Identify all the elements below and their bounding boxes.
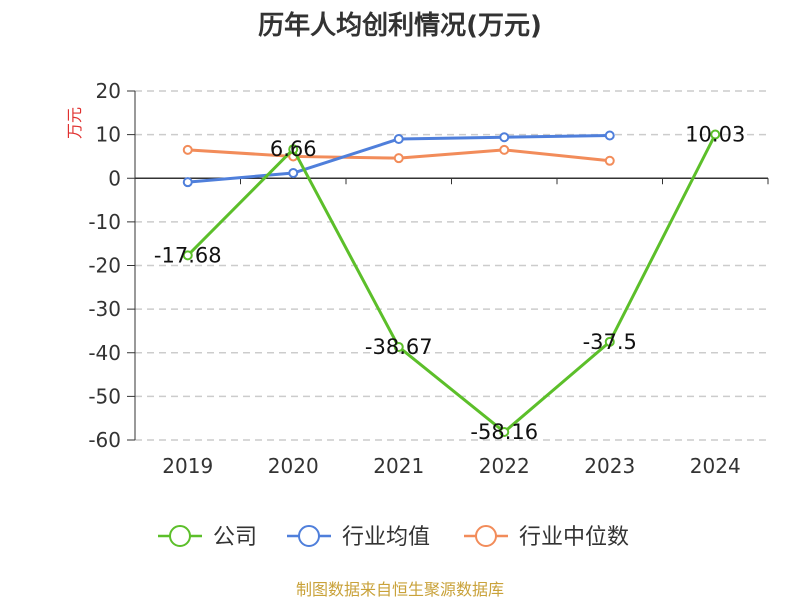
x-tick-label: 2024 (690, 454, 741, 478)
data-point (604, 336, 615, 347)
data-point (393, 341, 404, 352)
gridlines (135, 90, 768, 441)
legend-marker (475, 525, 497, 547)
data-point (393, 153, 404, 164)
data-point (182, 250, 193, 261)
y-tick-labels: 20 10 0 -10 -20 -30 -40 -50 -60 (88, 79, 121, 452)
source-note: 制图数据来自恒生聚源数据库 (296, 580, 504, 599)
y-tick-label: -50 (88, 384, 121, 408)
data-point (499, 144, 510, 155)
data-point (710, 129, 721, 140)
data-label: -38.67 (365, 335, 433, 359)
x-tick-label: 2022 (479, 454, 530, 478)
data-label: 10.03 (685, 122, 745, 146)
legend-marker (169, 525, 191, 547)
y-tick-label: 0 (108, 166, 121, 190)
y-tick-label: -40 (88, 341, 121, 365)
data-point (182, 144, 193, 155)
x-tick-label: 2019 (162, 454, 213, 478)
legend-item[interactable]: 行业中位数 (464, 525, 629, 550)
data-point (288, 168, 299, 179)
data-point (393, 133, 404, 144)
data-point (182, 177, 193, 188)
data-point (288, 144, 299, 155)
legend: 公司 行业均值 行业中位数 (158, 525, 629, 550)
legend-label: 行业均值 (342, 525, 430, 550)
y-tick-label: 10 (96, 123, 121, 147)
data-point (499, 132, 510, 143)
x-tick-label: 2023 (584, 454, 635, 478)
y-tick-label: 20 (96, 79, 121, 103)
data-label: -17.68 (154, 243, 222, 267)
legend-marker (298, 525, 320, 547)
data-labels: -17.68 6.66 -38.67 -58.16 -37.5 10.03 (154, 122, 745, 443)
data-label: -58.16 (470, 420, 538, 444)
series-lines (182, 129, 721, 437)
chart-title: 历年人均创利情况(万元) (258, 10, 542, 41)
y-axis-label: 万元 (65, 107, 84, 139)
y-tick-label: -10 (88, 210, 121, 234)
x-tick-labels: 2019 2020 2021 2022 2023 2024 (162, 454, 740, 478)
data-point (499, 426, 510, 437)
data-point (604, 130, 615, 141)
x-tick-label: 2021 (373, 454, 424, 478)
series-line (186, 133, 717, 434)
data-label: -37.5 (583, 330, 637, 354)
legend-label: 行业中位数 (519, 525, 629, 550)
y-tick-label: -30 (88, 297, 121, 321)
data-point (604, 155, 615, 166)
legend-item[interactable]: 行业均值 (287, 525, 430, 550)
y-tick-label: -20 (88, 254, 121, 278)
x-tick-label: 2020 (268, 454, 319, 478)
legend-label: 公司 (213, 525, 257, 550)
y-tick-label: -60 (88, 428, 121, 452)
legend-item[interactable]: 公司 (158, 525, 257, 550)
data-label: 6.66 (270, 137, 317, 161)
